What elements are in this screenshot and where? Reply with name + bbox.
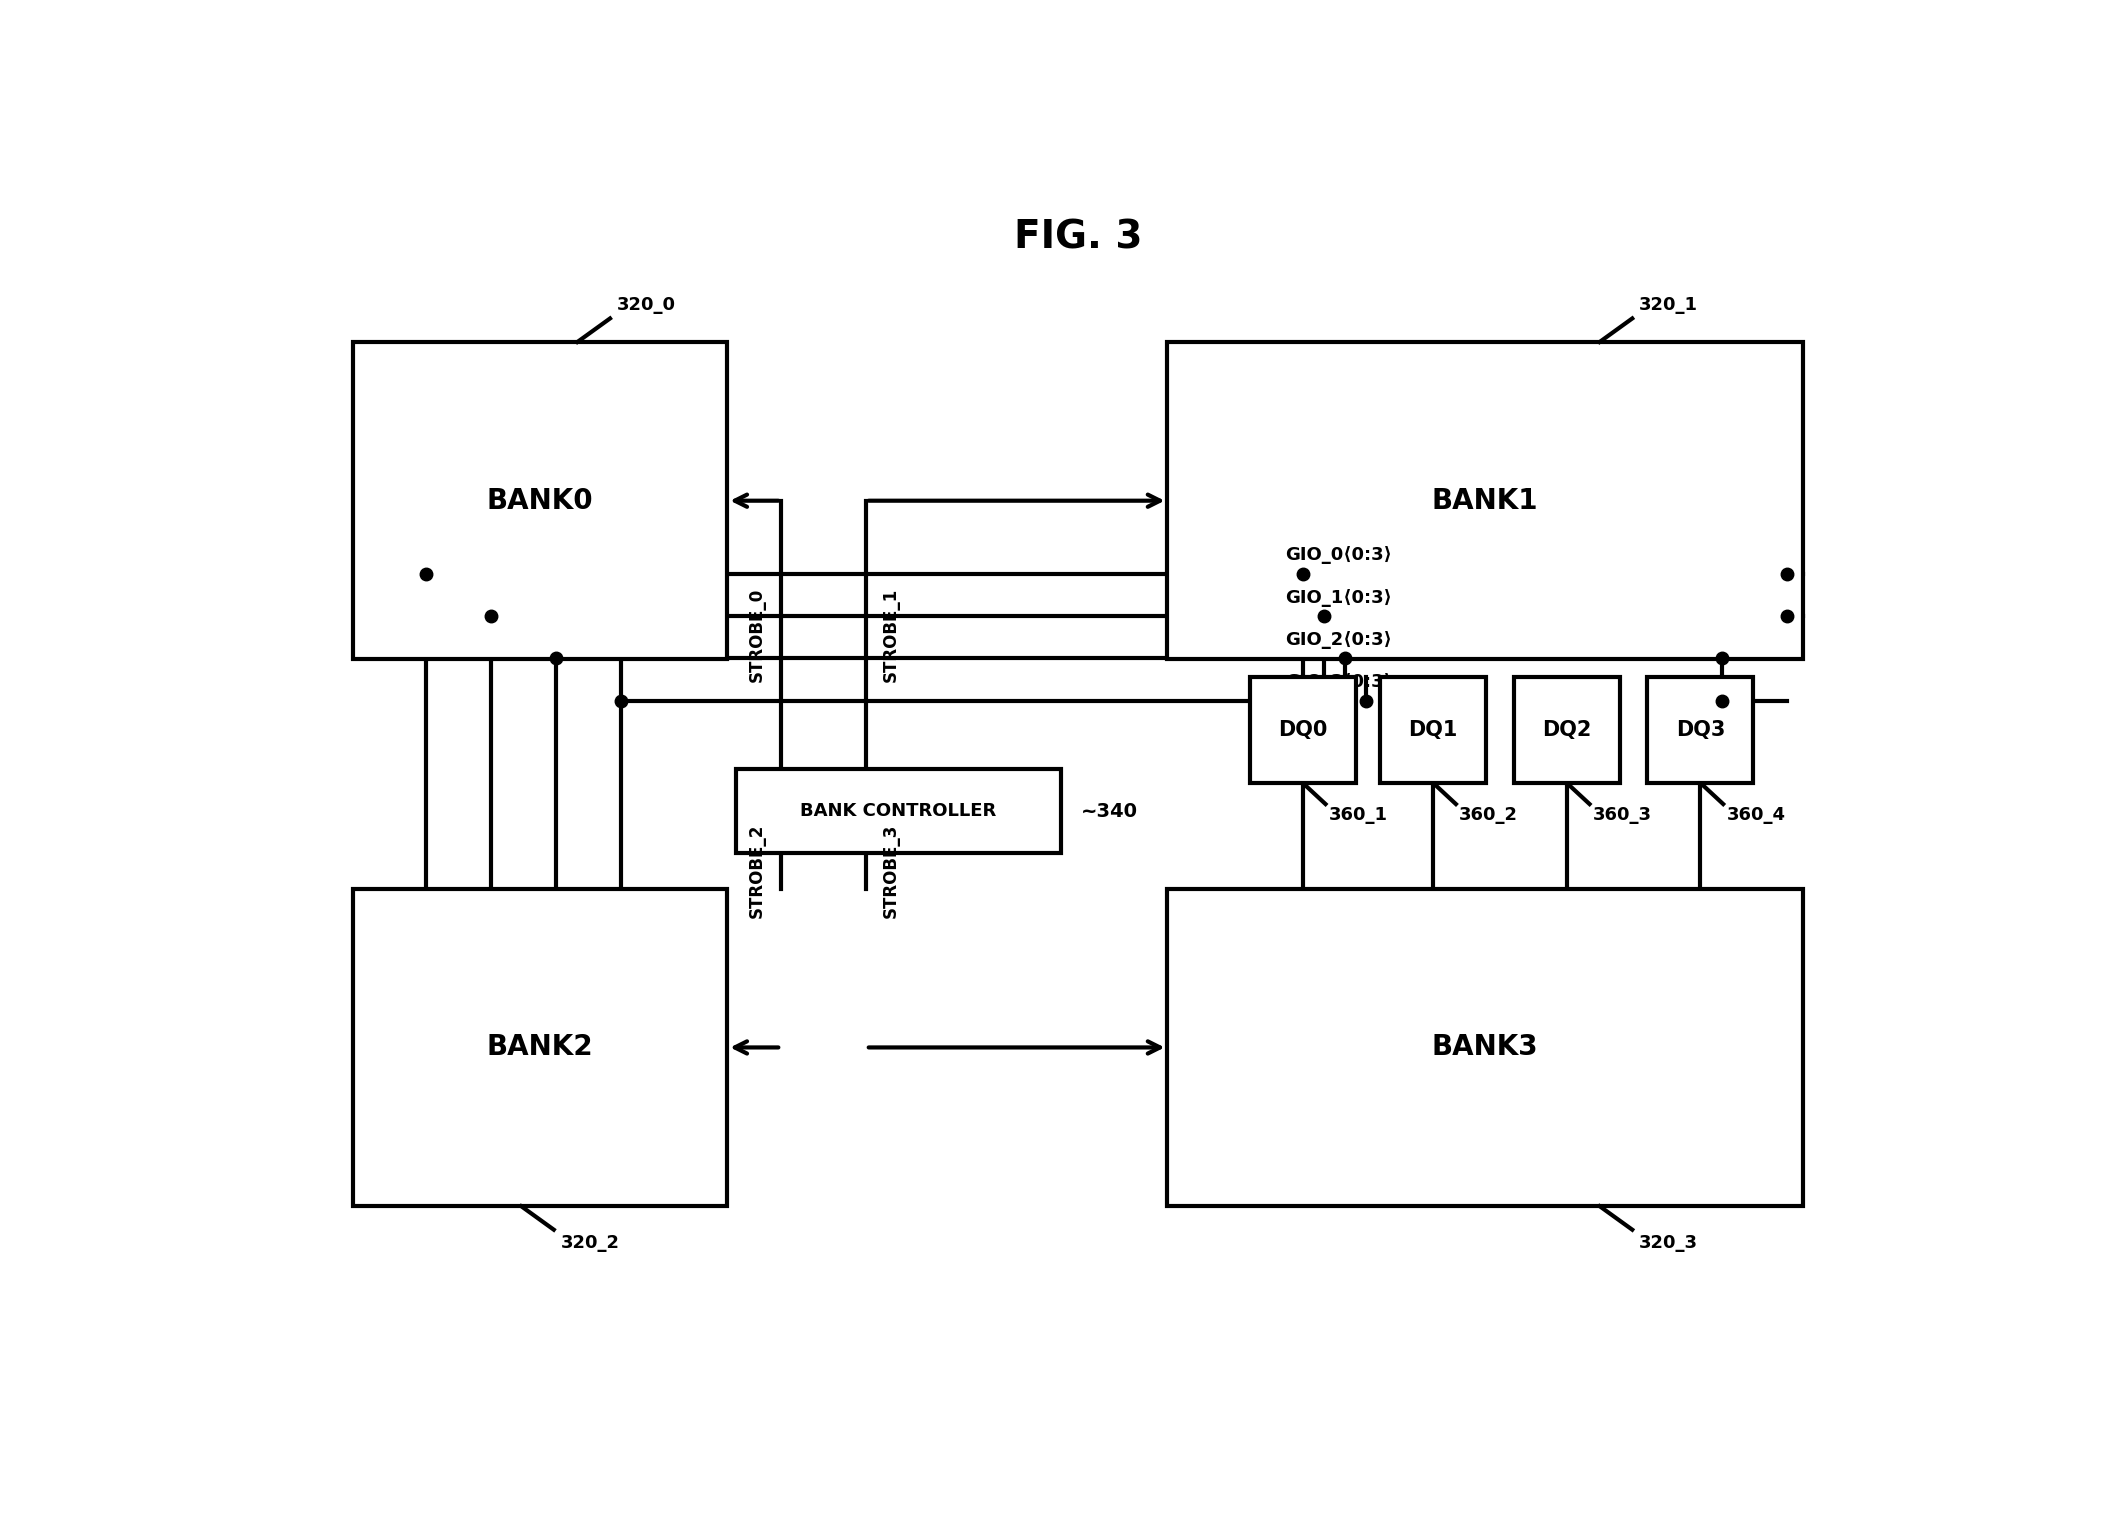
Text: FIG. 3: FIG. 3 — [1014, 218, 1142, 257]
Bar — [353, 342, 728, 660]
Text: 360_3: 360_3 — [1592, 806, 1651, 825]
Text: GIO_3⟨0:3⟩: GIO_3⟨0:3⟩ — [1285, 673, 1392, 692]
Text: ~340: ~340 — [1081, 802, 1138, 820]
Bar — [1167, 342, 1802, 660]
Text: 320_2: 320_2 — [559, 1234, 618, 1252]
Text: DQ3: DQ3 — [1676, 721, 1724, 741]
Text: 320_3: 320_3 — [1638, 1234, 1697, 1252]
Text: STROBE_0: STROBE_0 — [749, 588, 765, 683]
Text: BANK1: BANK1 — [1432, 487, 1539, 515]
Text: GIO_2⟨0:3⟩: GIO_2⟨0:3⟩ — [1285, 631, 1392, 649]
Bar — [1380, 676, 1487, 783]
Text: STROBE_2: STROBE_2 — [749, 825, 765, 918]
Text: STROBE_3: STROBE_3 — [881, 825, 900, 918]
Text: BANK CONTROLLER: BANK CONTROLLER — [801, 802, 997, 820]
Bar — [353, 889, 728, 1206]
Text: 360_4: 360_4 — [1727, 806, 1785, 825]
Bar — [1647, 676, 1754, 783]
Text: 320_0: 320_0 — [616, 296, 675, 313]
Text: BANK3: BANK3 — [1432, 1034, 1539, 1061]
Bar — [1249, 676, 1356, 783]
Text: 320_1: 320_1 — [1638, 296, 1697, 313]
Text: 360_2: 360_2 — [1459, 806, 1518, 825]
Text: DQ1: DQ1 — [1409, 721, 1457, 741]
Text: BANK0: BANK0 — [486, 487, 593, 515]
Text: GIO_0⟨0:3⟩: GIO_0⟨0:3⟩ — [1285, 547, 1392, 563]
Text: 360_1: 360_1 — [1329, 806, 1388, 825]
Text: STROBE_1: STROBE_1 — [881, 588, 900, 683]
Text: DQ2: DQ2 — [1541, 721, 1592, 741]
Text: GIO_1⟨0:3⟩: GIO_1⟨0:3⟩ — [1285, 588, 1392, 606]
Bar — [736, 768, 1062, 854]
Bar — [1167, 889, 1802, 1206]
Text: BANK2: BANK2 — [486, 1034, 593, 1061]
Bar — [1514, 676, 1619, 783]
Text: DQ0: DQ0 — [1279, 721, 1327, 741]
